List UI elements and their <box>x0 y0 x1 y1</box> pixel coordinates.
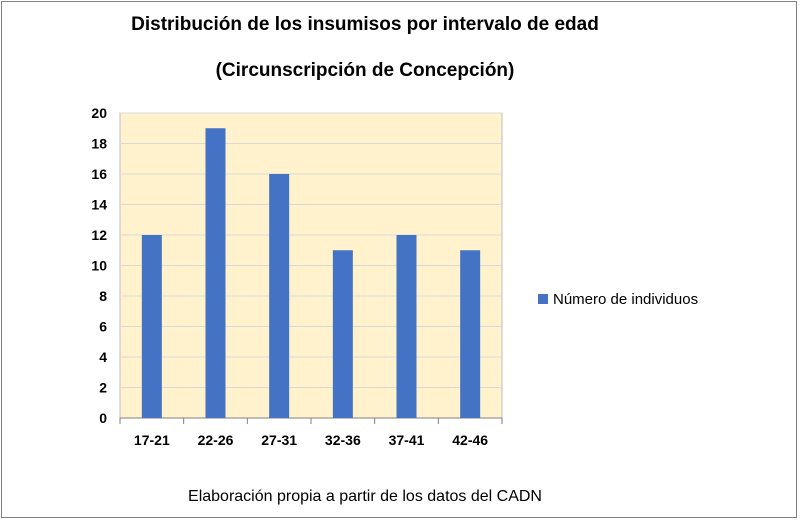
bar-27-31 <box>269 174 290 418</box>
x-tick-label: 27-31 <box>261 432 297 448</box>
x-tick-label: 42-46 <box>452 432 488 448</box>
y-tick-label: 2 <box>99 380 107 396</box>
bar-42-46 <box>460 250 481 418</box>
y-tick-label: 14 <box>91 197 107 213</box>
x-tick-label: 37-41 <box>389 432 425 448</box>
chart-subtitle: (Circunscripción de Concepción) <box>215 60 515 81</box>
x-tick-label: 32-36 <box>325 432 361 448</box>
y-tick-label: 12 <box>91 227 107 243</box>
y-tick-label: 0 <box>99 410 107 426</box>
y-tick-label: 6 <box>99 319 107 335</box>
y-tick-label: 18 <box>91 136 107 152</box>
y-tick-label: 20 <box>91 105 107 121</box>
bar-37-41 <box>396 235 417 418</box>
x-tick-label: 22-26 <box>198 432 234 448</box>
chart-caption: Elaboración propia a partir de los datos… <box>188 488 542 505</box>
bar-32-36 <box>332 250 353 418</box>
x-tick-label: 17-21 <box>134 432 170 448</box>
chart-title: Distribución de los insumisos por interv… <box>131 14 599 35</box>
y-tick-label: 16 <box>91 166 107 182</box>
legend-label: Número de individuos <box>553 291 698 308</box>
y-tick-label: 10 <box>91 258 107 274</box>
y-tick-label: 8 <box>99 288 107 304</box>
y-tick-label: 4 <box>99 349 107 365</box>
bar-22-26 <box>205 128 226 418</box>
bar-17-21 <box>141 235 162 418</box>
legend-swatch <box>538 294 548 304</box>
